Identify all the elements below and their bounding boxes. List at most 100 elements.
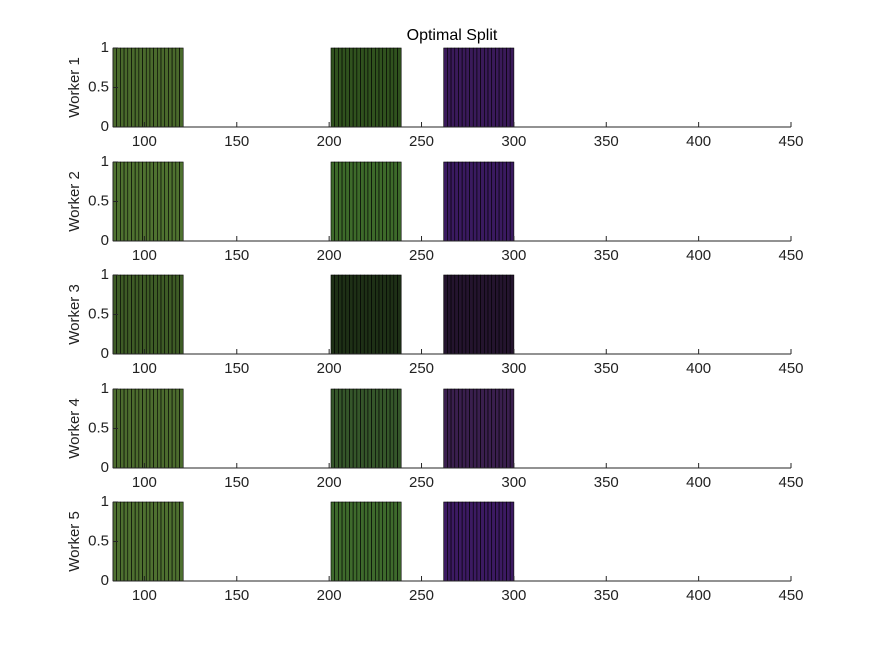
bar — [334, 161, 339, 242]
bar — [171, 274, 177, 355]
y-axis-label: Worker 3 — [66, 284, 83, 345]
bar — [443, 161, 448, 242]
bar — [495, 274, 500, 355]
bar — [171, 388, 177, 469]
bar — [476, 501, 481, 582]
bar — [371, 47, 376, 128]
x-tick-label: 250 — [409, 133, 434, 150]
x-tick-label: 350 — [594, 360, 619, 377]
bar — [164, 47, 169, 128]
bar — [378, 274, 384, 355]
bar — [367, 501, 372, 582]
y-tick-label: 1 — [101, 493, 109, 510]
bar — [458, 388, 463, 469]
bar — [495, 47, 500, 128]
bar — [461, 47, 467, 128]
bar — [127, 388, 132, 469]
bar — [375, 501, 380, 582]
bar — [389, 47, 395, 128]
bar — [484, 501, 489, 582]
bar — [450, 388, 456, 469]
x-tick-label: 100 — [132, 133, 157, 150]
bar — [386, 47, 391, 128]
y-tick-label: 0 — [101, 232, 109, 249]
bar — [367, 161, 372, 242]
x-tick-label: 350 — [594, 133, 619, 150]
bar — [360, 388, 365, 469]
bar — [447, 388, 452, 469]
x-tick-label: 150 — [224, 247, 249, 264]
y-tick-label: 0.5 — [88, 532, 109, 549]
bar — [465, 274, 470, 355]
bar — [168, 161, 173, 242]
bar — [472, 161, 478, 242]
bar — [382, 501, 387, 582]
bar — [454, 501, 459, 582]
bar — [498, 161, 504, 242]
bar — [382, 47, 387, 128]
x-tick-label: 300 — [501, 133, 526, 150]
bar — [480, 274, 485, 355]
bar — [498, 47, 504, 128]
bar — [375, 161, 380, 242]
y-tick-label: 1 — [101, 380, 109, 397]
bar — [502, 274, 507, 355]
y-tick-label: 0.5 — [88, 419, 109, 436]
bar — [171, 161, 177, 242]
bar — [171, 47, 177, 128]
bar — [145, 388, 151, 469]
bar — [123, 388, 129, 469]
bar — [469, 161, 474, 242]
bar — [382, 388, 387, 469]
bar — [330, 47, 335, 128]
bar — [363, 161, 369, 242]
bar — [458, 274, 463, 355]
x-tick-label: 450 — [778, 133, 803, 150]
bar — [472, 501, 478, 582]
bar — [153, 388, 158, 469]
y-axis-label: Worker 4 — [66, 398, 83, 459]
bar — [491, 274, 496, 355]
x-tick-label: 100 — [132, 360, 157, 377]
bar — [487, 274, 493, 355]
bar — [334, 501, 339, 582]
y-axis-label: Worker 1 — [66, 57, 83, 118]
bar — [145, 161, 151, 242]
bar — [341, 161, 347, 242]
bar — [386, 501, 391, 582]
bar — [164, 388, 169, 469]
x-tick-label: 250 — [409, 587, 434, 604]
bar — [363, 388, 369, 469]
bar — [145, 274, 151, 355]
y-tick-label: 0 — [101, 345, 109, 362]
bar — [352, 47, 358, 128]
bar — [120, 161, 125, 242]
bar — [179, 388, 184, 469]
bar — [352, 161, 358, 242]
bar — [367, 388, 372, 469]
bar — [149, 501, 154, 582]
bar — [123, 47, 129, 128]
bar — [506, 47, 511, 128]
bar — [168, 388, 173, 469]
bar — [168, 274, 173, 355]
bar — [352, 388, 358, 469]
bar — [349, 161, 354, 242]
bar — [476, 161, 481, 242]
bar — [330, 501, 335, 582]
bar — [498, 501, 504, 582]
bar — [134, 161, 140, 242]
x-tick-label: 350 — [594, 474, 619, 491]
bar — [386, 388, 391, 469]
bar — [506, 501, 511, 582]
bar — [330, 388, 335, 469]
bar — [142, 274, 147, 355]
bar — [472, 388, 478, 469]
bar — [461, 501, 467, 582]
x-tick-label: 300 — [501, 587, 526, 604]
bar — [352, 501, 358, 582]
bar — [179, 501, 184, 582]
bar — [363, 274, 369, 355]
bar — [495, 161, 500, 242]
x-tick-label: 250 — [409, 474, 434, 491]
